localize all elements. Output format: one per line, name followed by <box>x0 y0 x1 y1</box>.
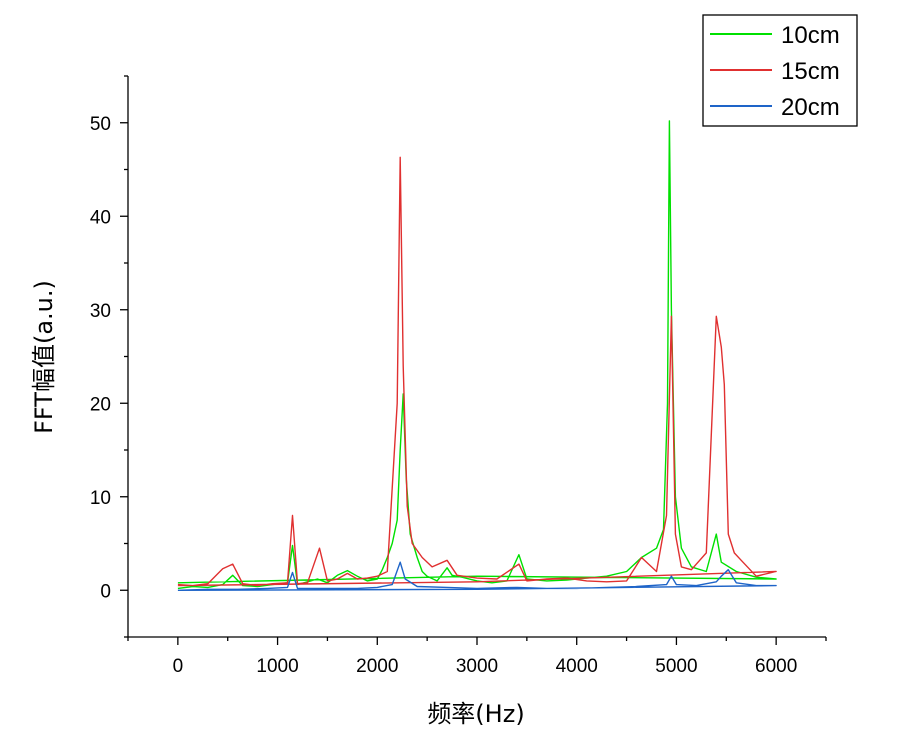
x-axis: 0 1000 2000 3000 4000 5000 6000 <box>127 636 827 677</box>
y-tick-label: 50 <box>90 114 111 135</box>
x-tick-label: 0 <box>173 656 184 677</box>
series-layer <box>177 120 777 591</box>
x-tick-label: 1000 <box>256 656 298 677</box>
y-tick-label: 20 <box>90 394 111 415</box>
y-tick-label: 30 <box>90 301 111 322</box>
series-line-15cm <box>177 156 777 587</box>
y-tick-label: 40 <box>90 207 111 228</box>
y-tick-label: 10 <box>90 488 111 509</box>
y-axis: 0 10 20 30 40 50 <box>90 75 129 638</box>
x-tick-label: 5000 <box>655 656 697 677</box>
x-tick-label: 6000 <box>755 656 797 677</box>
legend-label-15cm: 15cm <box>781 58 840 85</box>
y-tick-label: 0 <box>100 581 111 602</box>
x-tick-label: 3000 <box>456 656 498 677</box>
x-axis-title: 频率(Hz) <box>427 700 524 728</box>
legend: 10cm 15cm 20cm <box>702 14 858 127</box>
x-tick-label: 4000 <box>556 656 598 677</box>
x-tick-label: 2000 <box>356 656 398 677</box>
legend-label-10cm: 10cm <box>781 22 840 49</box>
series-line-10cm <box>177 120 777 590</box>
series-line-20cm <box>177 561 777 591</box>
y-axis-title: FFT幅值(a.u.) <box>30 280 58 434</box>
legend-label-20cm: 20cm <box>781 94 840 121</box>
